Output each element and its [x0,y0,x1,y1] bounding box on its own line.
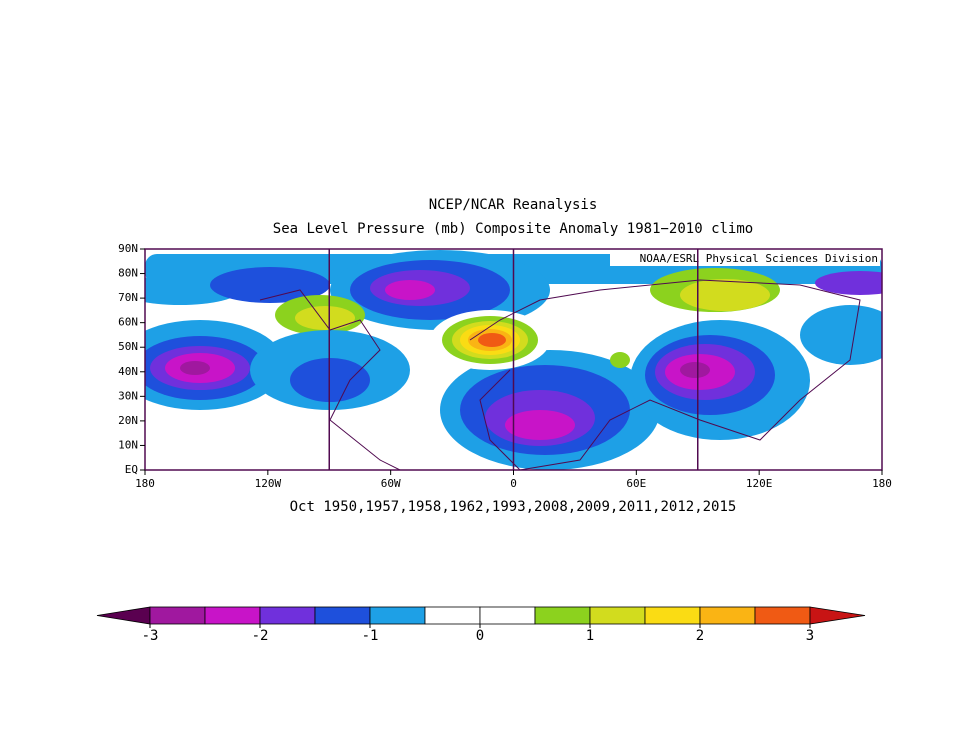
colorbar-under [96,606,151,625]
anomaly-field [145,249,882,470]
y-tick-label: 40N [118,365,138,378]
colorbar-box [644,606,701,625]
credit: NOAA/ESRL Physical Sciences Division [640,252,878,265]
colorbar-label: -2 [252,628,269,644]
colorbar-label: -3 [142,628,159,644]
colorbar-box [424,606,481,625]
colorbar-box [204,606,261,625]
y-tick-label: 10N [118,438,138,451]
x-tick-label: 180 [872,477,892,490]
y-tick-label: 20N [118,414,138,427]
colorbar-label: 0 [476,628,484,644]
x-tick-label: 0 [510,477,517,490]
title: NCEP/NCAR Reanalysis [429,197,598,213]
colorbar-label: 3 [806,628,814,644]
colorbar-box [149,606,206,625]
colorbar-label: 1 [586,628,594,644]
y-tick-label: 80N [118,267,138,280]
colorbar-box [259,606,316,625]
annotation-box [610,251,880,266]
subtitle: Sea Level Pressure (mb) Composite Anomal… [273,221,753,237]
x-tick-label: 120E [746,477,773,490]
colorbar-box [369,606,426,625]
y-tick-label: 70N [118,291,138,304]
colorbar-box [314,606,371,625]
colorbar-box [754,606,811,625]
x-tick-label: 60W [381,477,401,490]
colorbar-box [589,606,646,625]
x-label: Oct 1950,1957,1958,1962,1993,2008,2009,2… [290,499,737,515]
colorbar-label: -1 [362,628,379,644]
y-tick-label: 90N [118,242,138,255]
colorbar-over [809,606,866,625]
colorbar-box [699,606,756,625]
y-tick-label: 60N [118,316,138,329]
colorbar-box [534,606,591,625]
y-tick-label: EQ [125,463,138,476]
x-tick-label: 120W [255,477,282,490]
colorbar-label: 2 [696,628,704,644]
colorbar-box [479,606,536,625]
y-tick-label: 30N [118,389,138,402]
x-tick-label: 180 [135,477,155,490]
x-tick-label: 60E [626,477,646,490]
y-tick-label: 50N [118,340,138,353]
